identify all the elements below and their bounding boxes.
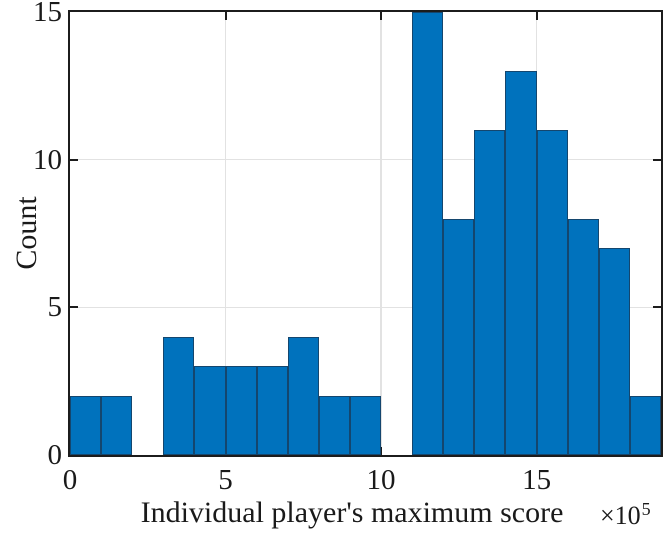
histogram-bar <box>287 336 319 455</box>
y-axis-label: Count <box>10 196 43 270</box>
y-tick-label: 15 <box>33 0 62 28</box>
y-tick-label: 10 <box>33 143 62 176</box>
x-axis-offset-label: ×105 <box>600 499 651 531</box>
gridline-vertical <box>224 12 227 455</box>
histogram-bar <box>349 395 382 455</box>
tick-mark <box>380 447 383 455</box>
histogram-bar <box>101 395 133 455</box>
histogram-bar <box>256 366 288 455</box>
histogram-bar <box>536 130 568 455</box>
histogram-bar <box>163 336 195 455</box>
histogram-bar <box>412 12 444 455</box>
gridline-vertical <box>380 12 382 455</box>
y-tick-label: 5 <box>47 291 63 324</box>
x-tick-label: 5 <box>218 464 233 496</box>
histogram-bar <box>194 366 226 455</box>
gridline-horizontal <box>70 158 661 161</box>
histogram-bar <box>70 395 102 455</box>
x-axis-label: Individual player's maximum score <box>140 496 564 529</box>
y-tick-label: 0 <box>47 439 63 471</box>
histogram-bar <box>443 218 475 455</box>
histogram-bar <box>567 218 599 455</box>
tick-mark <box>70 306 78 309</box>
tick-mark <box>380 12 383 20</box>
tick-mark <box>653 306 661 309</box>
histogram-bar <box>225 366 257 455</box>
gridline-horizontal <box>70 306 661 309</box>
offset-exponent: 5 <box>641 499 651 519</box>
x-tick-label: 0 <box>62 464 78 496</box>
plot-area <box>68 10 663 457</box>
tick-mark <box>224 12 227 20</box>
x-tick-label: 15 <box>522 464 552 496</box>
histogram-bar <box>505 71 537 455</box>
histogram-bar <box>474 130 506 455</box>
tick-mark <box>70 158 78 161</box>
offset-multiplier: ×10 <box>600 501 641 530</box>
histogram-bar <box>598 248 630 455</box>
tick-mark <box>535 12 538 20</box>
tick-mark <box>653 158 661 161</box>
x-tick-label: 10 <box>366 464 396 496</box>
histogram-bar <box>629 395 661 455</box>
histogram-bar <box>318 395 350 455</box>
